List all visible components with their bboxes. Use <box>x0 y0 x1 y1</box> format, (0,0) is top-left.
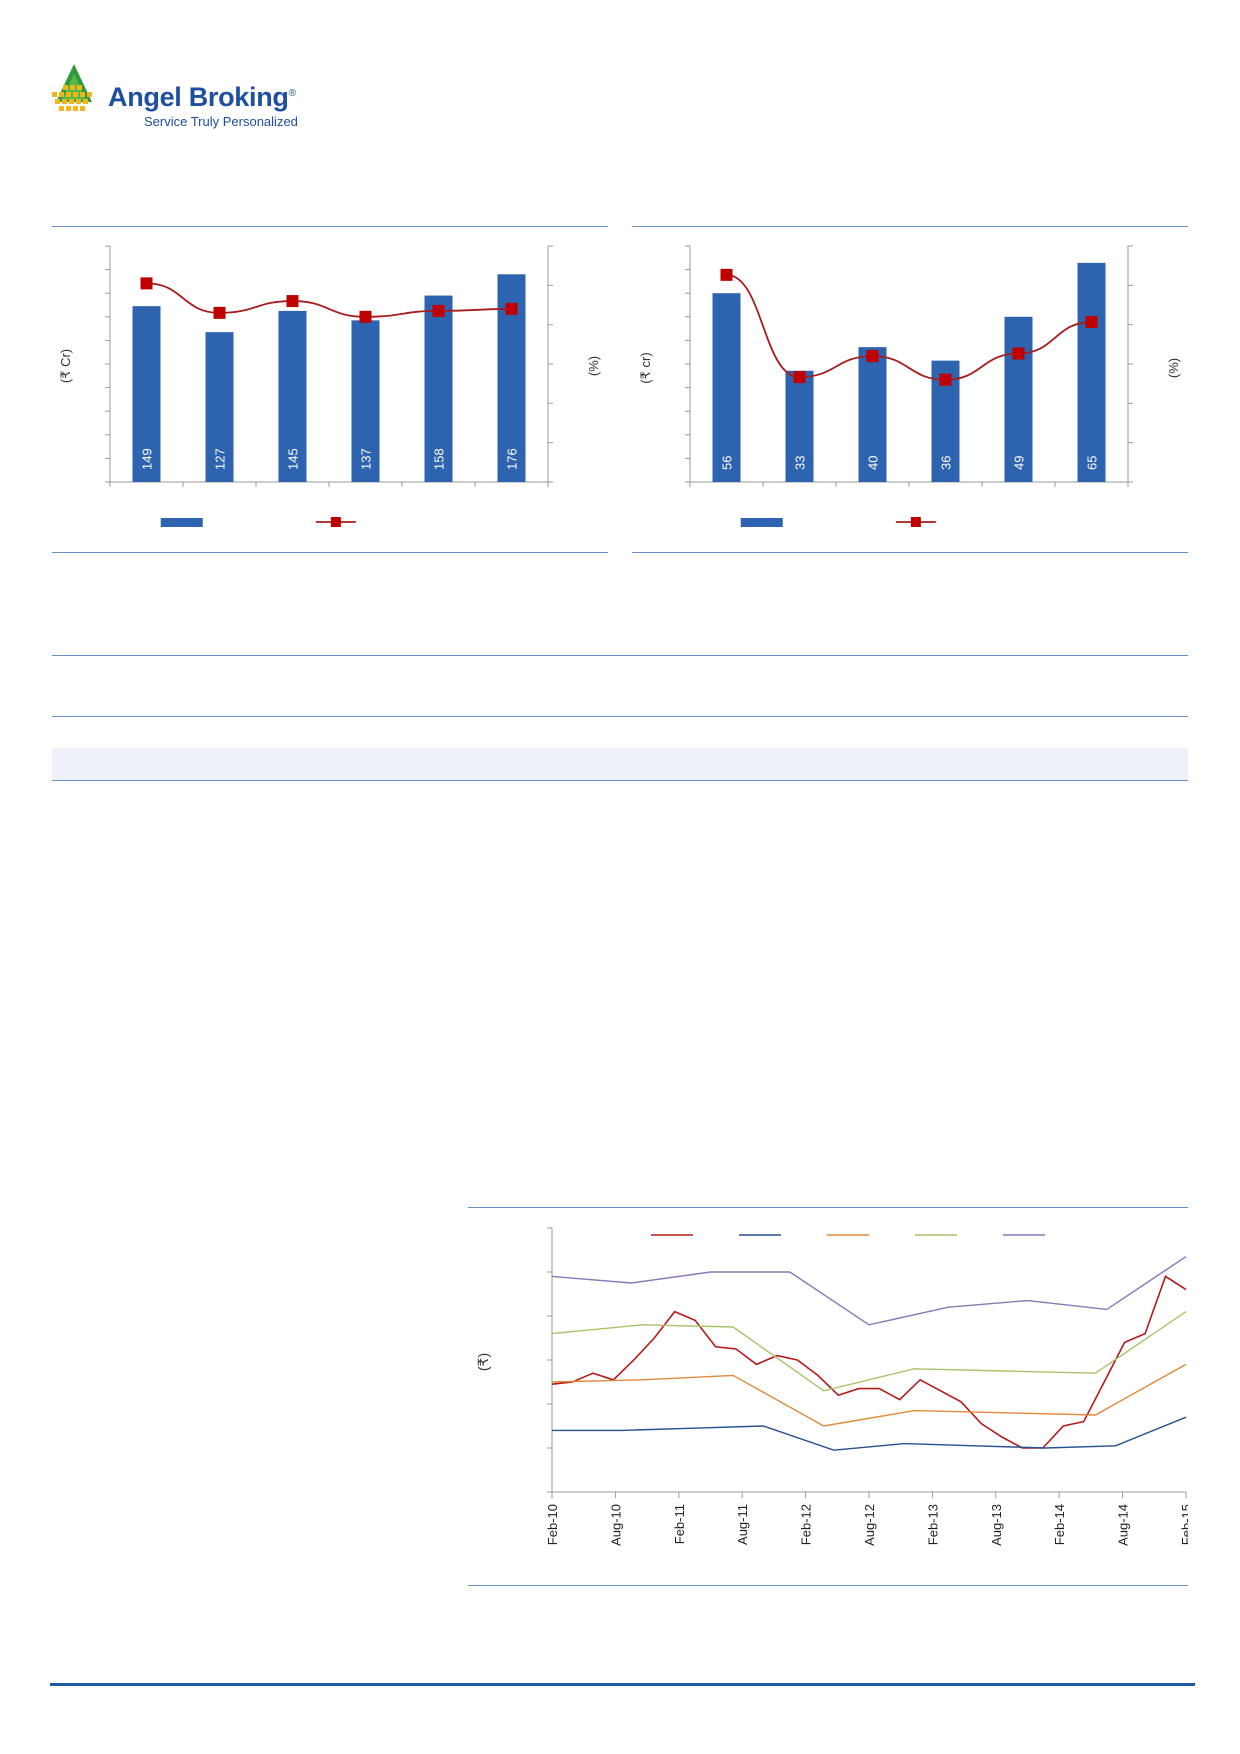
left-bar-data-label: 149 <box>140 448 155 470</box>
right-bar-data-label: 36 <box>939 456 954 470</box>
price-x-tick-label: Aug-10 <box>608 1504 623 1546</box>
rule-right-bottom <box>632 552 1188 553</box>
left-bar-data-label: 158 <box>432 448 447 470</box>
table-header-band <box>52 748 1188 780</box>
right-line-marker <box>1012 347 1025 360</box>
right-line-series <box>726 273 1092 381</box>
right-bar-data-label: 49 <box>1012 456 1027 470</box>
right-y2-axis-label: (%) <box>1166 358 1181 378</box>
right-line-marker <box>793 371 806 384</box>
left-bar <box>424 295 453 482</box>
left-bar-data-label: 127 <box>213 448 228 470</box>
left-bar-data-label: 176 <box>505 448 520 470</box>
price-x-tick-label: Aug-11 <box>735 1504 750 1545</box>
right-legend-bar-swatch <box>740 518 783 527</box>
angel-pyramid-icon <box>52 64 92 111</box>
right-bar-data-label: 33 <box>793 456 808 470</box>
left-bar-data-label: 145 <box>286 448 301 470</box>
left-legend-bar-swatch <box>160 518 203 527</box>
left-line-marker <box>286 295 299 308</box>
left-bar <box>132 306 161 482</box>
brand-tagline: Service Truly Personalized <box>144 114 298 129</box>
band-purple-line <box>551 1256 1187 1326</box>
left-y-axis-label: (₹ Cr) <box>58 349 73 383</box>
brand-name: Angel Broking® <box>108 82 296 112</box>
brand-logo: Angel Broking® Service Truly Personalize… <box>52 62 312 134</box>
price-x-tick-label: Feb-13 <box>925 1504 940 1545</box>
price-series-line <box>551 1275 1187 1449</box>
right-y-axis-label: (₹ cr) <box>638 352 653 383</box>
left-line-marker <box>213 306 226 319</box>
right-bar <box>712 293 741 482</box>
footer-rule <box>50 1683 1195 1686</box>
rule-left-bottom <box>52 552 608 553</box>
right-line-marker <box>1085 316 1098 329</box>
price-y-axis-label: (₹) <box>475 1353 491 1371</box>
left-line-marker <box>505 302 518 315</box>
right-line-marker <box>939 373 952 386</box>
rule-section-2 <box>52 716 1188 717</box>
left-line-series <box>146 282 512 318</box>
band-orange-line <box>551 1363 1187 1427</box>
price-x-tick-label: Feb-11 <box>672 1504 687 1544</box>
price-x-tick-label: Aug-13 <box>989 1504 1004 1546</box>
left-line-marker <box>359 310 372 323</box>
rule-left-top <box>52 226 608 227</box>
right-bar <box>1004 316 1033 482</box>
rule-right-top <box>632 226 1188 227</box>
price-x-tick-label: Aug-12 <box>862 1504 877 1546</box>
left-bar <box>351 320 380 482</box>
right-legend-line-marker <box>910 517 921 527</box>
price-x-tick-label: Feb-12 <box>799 1504 814 1545</box>
right-line-marker <box>866 350 879 363</box>
right-bar <box>858 347 887 482</box>
left-bar <box>205 332 234 482</box>
left-bar-line-chart: (₹ Cr) (%) 149 127 145 137 158 176 <box>58 245 601 527</box>
left-bar <box>278 310 307 482</box>
right-bar-data-label: 40 <box>866 456 881 470</box>
right-line-marker <box>720 268 733 281</box>
right-bar-data-label: 65 <box>1085 456 1100 470</box>
price-x-tick-label: Feb-15 <box>1179 1504 1188 1545</box>
rule-price-chart-top <box>468 1207 1188 1208</box>
rule-section-3 <box>52 780 1188 781</box>
price-x-tick-label: Aug-14 <box>1116 1504 1131 1546</box>
right-bar-line-chart: (₹ cr) (%) 56 33 40 36 49 65 <box>638 245 1181 527</box>
band-blue-line <box>552 1416 1187 1451</box>
right-bar <box>785 370 814 482</box>
left-y2-axis-label: (%) <box>586 356 601 376</box>
price-band-chart: (₹) Feb-10 Aug-10 Feb-11 Aug-11 Feb-12 Aug-12… <box>475 1227 1188 1546</box>
right-bar <box>1077 262 1106 482</box>
right-bar-data-label: 56 <box>720 456 735 470</box>
band-green-line <box>551 1311 1187 1392</box>
rule-section-1 <box>52 655 1188 656</box>
left-legend-line-marker <box>330 517 341 527</box>
price-x-tick-label: Feb-10 <box>545 1504 560 1545</box>
left-line-marker <box>140 277 153 290</box>
left-bar-data-label: 137 <box>359 448 374 470</box>
left-line-marker <box>432 304 445 317</box>
rule-price-chart-bottom <box>468 1585 1188 1586</box>
price-x-tick-label: Feb-14 <box>1052 1504 1067 1545</box>
